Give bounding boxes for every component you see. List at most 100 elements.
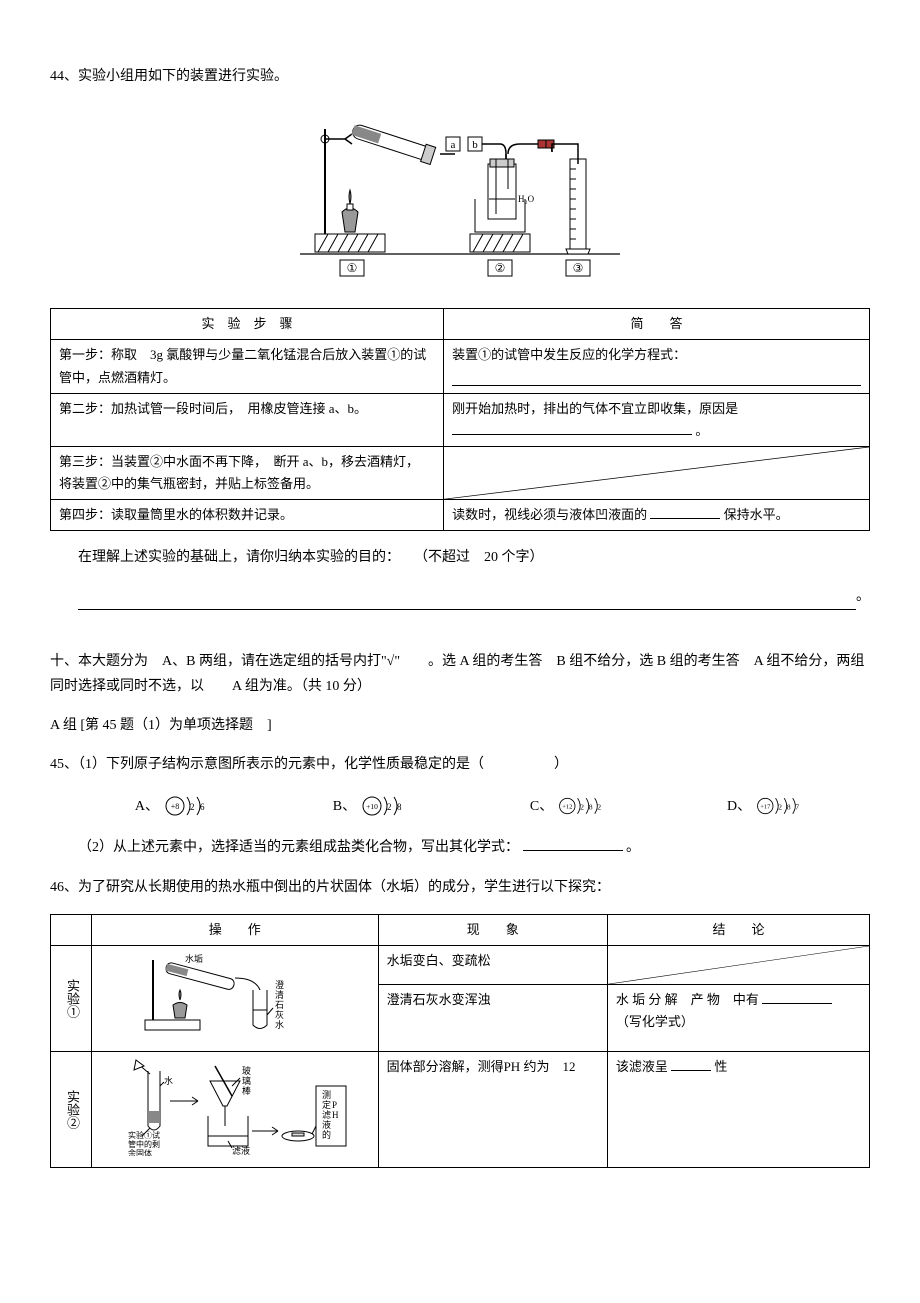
q44-r4-suffix: 保持水平。 [724, 507, 789, 522]
exp2-svg: 水 实验①试 管中的剩 余固体 玻璃棒 [120, 1056, 350, 1156]
svg-text:8: 8 [787, 803, 791, 812]
q44-r2-left: 第二步：加热试管一段时间后， 用橡皮管连接 a、b。 [51, 393, 444, 446]
svg-text:6: 6 [200, 802, 205, 812]
exp1-label-top: 水垢 [185, 953, 203, 964]
q45-choice-D: D、 +17 2 8 7 [727, 791, 815, 821]
exp2-label-rod: 玻璃棒 [242, 1065, 251, 1096]
exp1-label-right: 澄清石灰水 [275, 979, 284, 1030]
svg-text:2: 2 [598, 803, 602, 812]
section10-text: 十、本大题分为 A、B 两组，请在选定组的括号内打"√" 。选 A 组的考生答 … [50, 649, 870, 699]
label-a: a [451, 139, 456, 151]
q45-choices: A、 +8 2 6 B、 +10 2 8 C、 +12 2 8 [80, 791, 870, 821]
q44-followup-blank [78, 595, 856, 610]
svg-text:+12: +12 [562, 804, 572, 811]
q45-A-label: A、 [135, 794, 159, 819]
exp2-label-solid: 实验①试 管中的剩 余固体 [128, 1130, 162, 1156]
q46-concl1a [607, 945, 869, 984]
q45-D-label: D、 [727, 794, 751, 819]
atom-C-svg: +12 2 8 2 [557, 791, 617, 821]
q46-concl2-blank [671, 1057, 711, 1071]
q45-part1: 45、（1）下列原子结构示意图所表示的元素中，化学性质最稳定的是（ ） [50, 752, 870, 777]
section10-groupA: A 组 [第 45 题（1）为单项选择题 ] [50, 713, 870, 738]
q45-choice-B: B、 +10 2 8 [333, 791, 420, 821]
q44-th-right: 简 答 [444, 309, 870, 340]
q46-phen1a: 水垢变白、变疏松 [378, 945, 607, 984]
device-num-3: ③ [573, 261, 584, 275]
q44-title: 44、实验小组用如下的装置进行实验。 [50, 64, 870, 89]
q46-th2: 现 象 [378, 914, 607, 945]
device-num-1: ① [347, 261, 358, 275]
svg-text:8: 8 [589, 803, 593, 812]
svg-text:2: 2 [580, 803, 584, 812]
q46-table: 操 作 现 象 结 论 实验① 水垢 [50, 914, 870, 1168]
q46-side1: 实验① [51, 945, 92, 1051]
q44-followup-suffix: 。 [856, 584, 870, 609]
q45-part2-prefix: （2）从上述元素中，选择适当的元素组成盐类化合物，写出其化学式： [78, 840, 519, 855]
q44-r4-right: 读数时，视线必须与液体凹液面的 保持水平。 [444, 500, 870, 531]
q44-r3-left: 第三步：当装置②中水面不再下降， 断开 a、b，移去酒精灯， 将装置②中的集气瓶… [51, 446, 444, 499]
svg-text:+10: +10 [366, 802, 378, 811]
q44-followup: 在理解上述实验的基础上，请你归纳本实验的目的： （不超过 20 个字） [50, 545, 870, 570]
apparatus-svg: a b H₂O [290, 104, 630, 284]
q44-r1-right: 装置①的试管中发生反应的化学方程式： [444, 340, 870, 393]
q44-r4-prefix: 读数时，视线必须与液体凹液面的 [452, 507, 650, 522]
q46-side2: 实验② [51, 1052, 92, 1168]
exp2-label-filtrate: 滤液 [232, 1145, 250, 1156]
svg-text:+17: +17 [760, 804, 771, 811]
q46-th3: 结 论 [607, 914, 869, 945]
q44-r4-left: 第四步：读取量筒里水的体积数并记录。 [51, 500, 444, 531]
q46-concl1b: 水 垢 分 解 产 物 中有 （写化学式） [607, 985, 869, 1052]
q45-C-label: C、 [530, 794, 553, 819]
q46-concl1b-blank [762, 990, 832, 1004]
q46-th0 [51, 914, 92, 945]
q44-th-left: 实 验 步 骤 [51, 309, 444, 340]
q44-r2-suffix: 。 [695, 423, 708, 438]
q44-r2-prefix: 刚开始加热时，排出的气体不宜立即收集，原因是 [452, 401, 738, 416]
exp1-svg: 水垢 澄清石灰水 [135, 950, 335, 1040]
q44-r4-blank [650, 505, 720, 519]
q46-row1a: 实验① 水垢 [51, 945, 870, 984]
device-num-2: ② [495, 261, 506, 275]
q46-op2: 水 实验①试 管中的剩 余固体 玻璃棒 [91, 1052, 378, 1168]
q44-r1-right-text: 装置①的试管中发生反应的化学方程式： [452, 347, 686, 362]
q44-r2-blank [452, 421, 692, 435]
q45-choice-C: C、 +12 2 8 2 [530, 791, 617, 821]
q45-part2: （2）从上述元素中，选择适当的元素组成盐类化合物，写出其化学式： 。 [78, 835, 870, 860]
q44-r3-right [444, 446, 870, 499]
q44-row4: 第四步：读取量筒里水的体积数并记录。 读数时，视线必须与液体凹液面的 保持水平。 [51, 500, 870, 531]
svg-text:+8: +8 [171, 802, 180, 811]
svg-text:8: 8 [397, 802, 402, 812]
q44-r1-blank [452, 367, 861, 386]
svg-text:2: 2 [387, 802, 392, 812]
svg-text:2: 2 [778, 803, 782, 812]
q44-table: 实 验 步 骤 简 答 第一步：称取 3g 氯酸钾与少量二氧化锰混合后放入装置①… [50, 308, 870, 531]
q45-choice-A: A、 +8 2 6 [135, 791, 223, 821]
q46-phen1b: 澄清石灰水变浑浊 [378, 985, 607, 1052]
label-b: b [472, 139, 478, 151]
q46-th1: 操 作 [91, 914, 378, 945]
q46-concl2-suffix: 性 [714, 1059, 727, 1074]
q44-diagram: a b H₂O [50, 104, 870, 293]
exp2-label-water: 水 [164, 1075, 173, 1086]
q46-title: 46、为了研究从长期使用的热水瓶中倒出的片状固体（水垢）的成分，学生进行以下探究… [50, 875, 870, 900]
q45-part2-blank [523, 836, 623, 851]
q45-part2-suffix: 。 [626, 840, 640, 855]
q46-concl1b-prefix: 水 垢 分 解 产 物 中有 [616, 992, 759, 1007]
svg-text:7: 7 [795, 803, 799, 812]
atom-A-svg: +8 2 6 [163, 791, 223, 821]
q46-concl1b-suffix: （写化学式） [616, 1014, 694, 1029]
q45-B-label: B、 [333, 794, 356, 819]
q44-row2: 第二步：加热试管一段时间后， 用橡皮管连接 a、b。 刚开始加热时，排出的气体不… [51, 393, 870, 446]
q44-row3: 第三步：当装置②中水面不再下降， 断开 a、b，移去酒精灯， 将装置②中的集气瓶… [51, 446, 870, 499]
svg-text:2: 2 [190, 802, 195, 812]
q46-concl2-prefix: 该滤液呈 [616, 1059, 671, 1074]
label-h2o: H₂O [518, 194, 535, 204]
q44-r1-left: 第一步：称取 3g 氯酸钾与少量二氧化锰混合后放入装置①的试管中，点燃酒精灯。 [51, 340, 444, 393]
atom-D-svg: +17 2 8 7 [755, 791, 815, 821]
q46-row2: 实验② 水 实验①试 管中的剩 余固体 [51, 1052, 870, 1168]
atom-B-svg: +10 2 8 [360, 791, 420, 821]
q44-r2-right: 刚开始加热时，排出的气体不宜立即收集，原因是 。 [444, 393, 870, 446]
q44-row1: 第一步：称取 3g 氯酸钾与少量二氧化锰混合后放入装置①的试管中，点燃酒精灯。 … [51, 340, 870, 393]
q46-phen2: 固体部分溶解，测得PH 约为 12 [378, 1052, 607, 1168]
q46-concl2: 该滤液呈 性 [607, 1052, 869, 1168]
